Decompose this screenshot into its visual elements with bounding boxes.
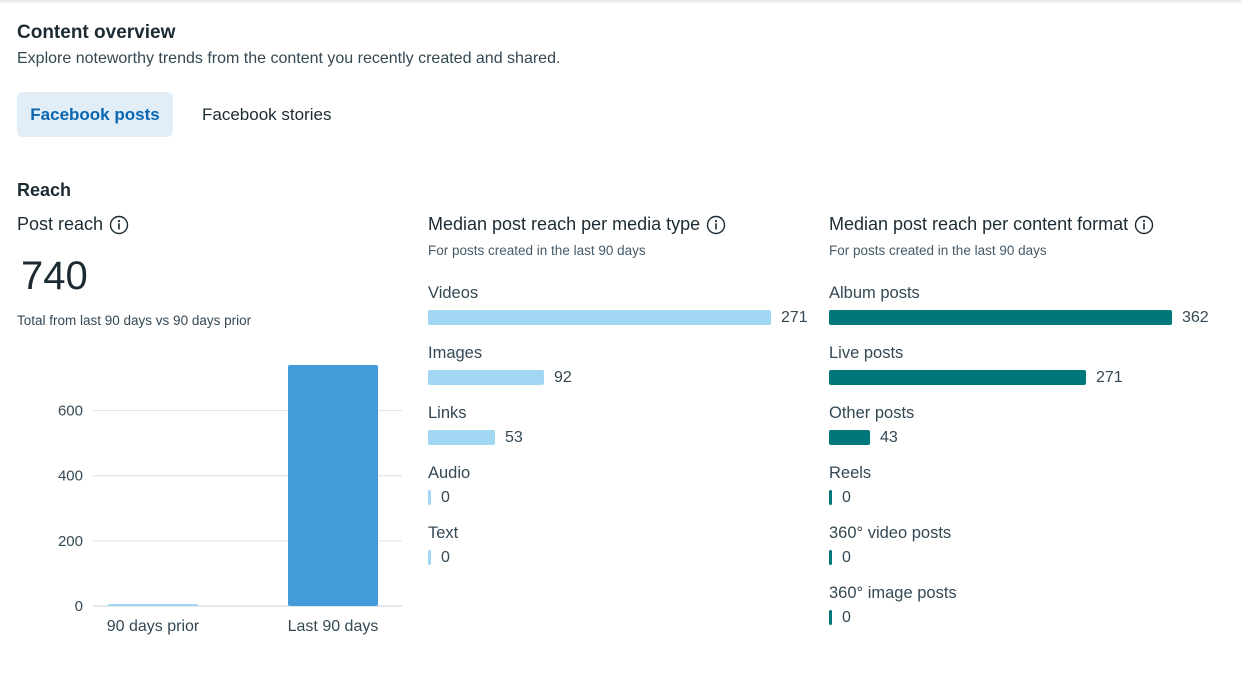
content-format-subtitle: For posts created in the last 90 days	[829, 243, 1047, 258]
content-format-value: 0	[842, 609, 851, 626]
info-icon[interactable]	[706, 215, 726, 235]
info-icon[interactable]	[109, 215, 129, 235]
media-type-value: 92	[554, 369, 572, 386]
content-format-value: 0	[842, 549, 851, 566]
media-type-label: Text	[428, 524, 459, 542]
post-reach-title: Post reach	[17, 214, 104, 234]
content-format-label: 360° image posts	[829, 584, 957, 602]
y-tick-label: 400	[58, 468, 83, 485]
reach-section-title: Reach	[17, 180, 72, 200]
media-type-label: Videos	[428, 284, 479, 302]
content-format-bar	[829, 550, 832, 565]
media-type-bar	[428, 550, 431, 565]
media-type-bar	[428, 310, 771, 325]
bar-prior	[108, 604, 198, 606]
page-title: Content overview	[17, 22, 176, 43]
content-format-label: 360° video posts	[829, 524, 952, 542]
media-type-bar	[428, 430, 495, 445]
media-type-bar	[428, 370, 544, 385]
x-tick-label: 90 days prior	[107, 618, 200, 635]
media-type-value: 0	[441, 549, 450, 566]
content-format-bar	[829, 490, 832, 505]
post-reach-value: 740	[21, 254, 88, 298]
content-format-bar	[829, 610, 832, 625]
media-type-subtitle: For posts created in the last 90 days	[428, 243, 646, 258]
post-reach-heading: Post reach	[17, 214, 129, 235]
media-type-label: Links	[428, 404, 467, 422]
content-format-value: 0	[842, 489, 851, 506]
tab-facebook-posts[interactable]: Facebook posts	[17, 92, 173, 137]
y-tick-label: 0	[75, 598, 83, 615]
content-format-bar	[829, 370, 1086, 385]
content-format-label: Album posts	[829, 284, 920, 302]
tab-facebook-stories[interactable]: Facebook stories	[202, 105, 332, 124]
top-border	[0, 0, 1241, 3]
media-type-label: Audio	[428, 464, 471, 482]
post-reach-chart: 0 200 400 600 90 days prior Last 90 days	[58, 365, 402, 635]
content-format-value: 43	[880, 429, 898, 446]
content-format-bar	[829, 310, 1172, 325]
y-tick-label: 600	[58, 403, 83, 420]
x-tick-label: Last 90 days	[288, 618, 379, 635]
content-format-heading: Median post reach per content format	[829, 214, 1154, 235]
content-format-label: Other posts	[829, 404, 915, 422]
bar-last-90	[288, 365, 378, 606]
content-format-value: 271	[1096, 369, 1123, 386]
content-format-title: Median post reach per content format	[829, 214, 1129, 234]
y-tick-label: 200	[58, 533, 83, 550]
content-format-bar	[829, 430, 870, 445]
page-subtitle: Explore noteworthy trends from the conte…	[17, 50, 561, 67]
content-format-label: Live posts	[829, 344, 904, 362]
media-type-value: 271	[781, 309, 808, 326]
info-icon[interactable]	[1134, 215, 1154, 235]
content-format-label: Reels	[829, 464, 872, 482]
media-type-value: 0	[441, 489, 450, 506]
media-type-title: Median post reach per media type	[428, 214, 701, 234]
media-type-label: Images	[428, 344, 483, 362]
media-type-value: 53	[505, 429, 523, 446]
media-type-bar	[428, 490, 431, 505]
post-reach-note: Total from last 90 days vs 90 days prior	[17, 313, 252, 328]
content-format-value: 362	[1182, 309, 1209, 326]
media-type-heading: Median post reach per media type	[428, 214, 726, 235]
